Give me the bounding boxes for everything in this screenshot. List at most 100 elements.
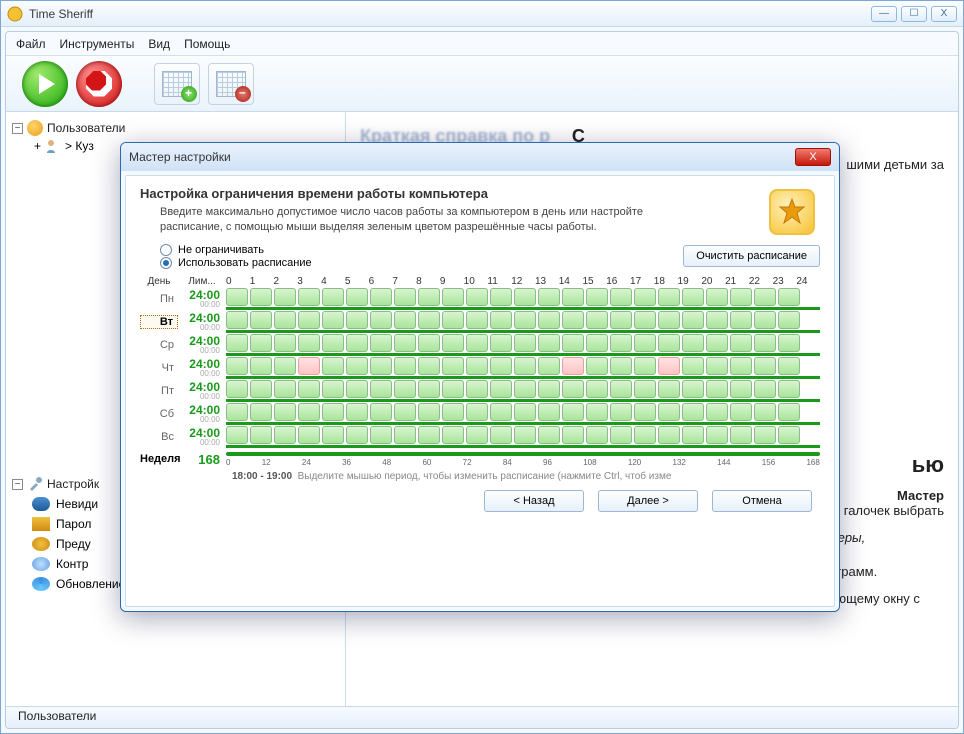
hour-cell[interactable] <box>394 334 416 352</box>
hour-cell[interactable] <box>514 334 536 352</box>
hour-cell[interactable] <box>634 403 656 421</box>
hour-cell[interactable] <box>586 311 608 329</box>
hour-cell[interactable] <box>514 380 536 398</box>
hour-cell[interactable] <box>226 380 248 398</box>
hour-cell[interactable] <box>370 334 392 352</box>
hour-cell[interactable] <box>610 334 632 352</box>
hour-cell[interactable] <box>346 288 368 306</box>
hour-cell[interactable] <box>730 403 752 421</box>
hour-cell[interactable] <box>274 311 296 329</box>
remove-schedule-button[interactable] <box>208 63 254 105</box>
hour-cell[interactable] <box>586 288 608 306</box>
hour-cell[interactable] <box>514 403 536 421</box>
hour-cell[interactable] <box>298 426 320 444</box>
hour-cell[interactable] <box>466 311 488 329</box>
hour-cell[interactable] <box>778 403 800 421</box>
hour-cell[interactable] <box>610 380 632 398</box>
hour-cell[interactable] <box>778 357 800 375</box>
hour-cell[interactable] <box>682 380 704 398</box>
hour-cell[interactable] <box>538 403 560 421</box>
hour-cell[interactable] <box>466 426 488 444</box>
radio-no-limit[interactable]: Не ограничивать <box>160 244 312 256</box>
hour-cell[interactable] <box>274 357 296 375</box>
hour-cell[interactable] <box>442 288 464 306</box>
day-name[interactable]: Пн <box>140 293 178 305</box>
hour-cell[interactable] <box>754 311 776 329</box>
hour-cell[interactable] <box>250 426 272 444</box>
hour-cell[interactable] <box>634 380 656 398</box>
hour-cell[interactable] <box>778 380 800 398</box>
hour-cell[interactable] <box>538 380 560 398</box>
hour-cell[interactable] <box>706 357 728 375</box>
add-schedule-button[interactable] <box>154 63 200 105</box>
hour-cell[interactable] <box>322 357 344 375</box>
hour-cell[interactable] <box>490 403 512 421</box>
hour-cell[interactable] <box>466 380 488 398</box>
hour-cell[interactable] <box>322 380 344 398</box>
hour-cell[interactable] <box>706 426 728 444</box>
hour-cell[interactable] <box>778 311 800 329</box>
hour-cell[interactable] <box>778 334 800 352</box>
hour-cell[interactable] <box>226 426 248 444</box>
hour-cell[interactable] <box>658 311 680 329</box>
hour-cell[interactable] <box>394 357 416 375</box>
hour-cell[interactable] <box>418 311 440 329</box>
hour-cell[interactable] <box>370 426 392 444</box>
hour-cell[interactable] <box>610 311 632 329</box>
hour-cell[interactable] <box>466 403 488 421</box>
hour-cell[interactable] <box>298 380 320 398</box>
hour-cell[interactable] <box>370 288 392 306</box>
hour-cell[interactable] <box>418 380 440 398</box>
day-limit[interactable]: 24:0000:00 <box>178 404 226 424</box>
hour-cell[interactable] <box>226 334 248 352</box>
hour-cell[interactable] <box>778 288 800 306</box>
radio-use-schedule[interactable]: Использовать расписание <box>160 257 312 269</box>
hour-cell[interactable] <box>274 380 296 398</box>
hour-cell[interactable] <box>250 403 272 421</box>
hour-cell[interactable] <box>490 380 512 398</box>
hour-cell[interactable] <box>322 403 344 421</box>
hour-cell[interactable] <box>322 334 344 352</box>
hour-cell[interactable] <box>394 311 416 329</box>
hour-cell[interactable] <box>538 426 560 444</box>
close-button[interactable]: X <box>931 6 957 22</box>
hour-cell[interactable] <box>682 334 704 352</box>
hour-cell[interactable] <box>754 334 776 352</box>
hour-cell[interactable] <box>730 334 752 352</box>
hour-cell[interactable] <box>418 403 440 421</box>
hour-cell[interactable] <box>274 288 296 306</box>
hour-cell[interactable] <box>490 334 512 352</box>
hour-cell[interactable] <box>370 357 392 375</box>
hour-cell[interactable] <box>418 357 440 375</box>
hour-cell[interactable] <box>730 380 752 398</box>
hour-cell[interactable] <box>610 403 632 421</box>
hour-cell[interactable] <box>586 380 608 398</box>
day-name[interactable]: Сб <box>140 408 178 420</box>
hour-cell[interactable] <box>226 357 248 375</box>
hour-cell[interactable] <box>322 311 344 329</box>
day-name[interactable]: Ср <box>140 339 178 351</box>
play-button[interactable] <box>22 61 68 107</box>
hour-cell[interactable] <box>730 357 752 375</box>
maximize-button[interactable]: ☐ <box>901 6 927 22</box>
hour-cell[interactable] <box>394 380 416 398</box>
hour-cell[interactable] <box>370 380 392 398</box>
hour-cell[interactable] <box>250 380 272 398</box>
hour-cell[interactable] <box>346 380 368 398</box>
hour-cell[interactable] <box>418 288 440 306</box>
hour-cell[interactable] <box>394 403 416 421</box>
hour-cell[interactable] <box>682 357 704 375</box>
hour-cell[interactable] <box>754 426 776 444</box>
hour-cell[interactable] <box>322 288 344 306</box>
hour-cell[interactable] <box>346 334 368 352</box>
hour-cell[interactable] <box>538 357 560 375</box>
hour-cell[interactable] <box>730 311 752 329</box>
hour-cell[interactable] <box>514 311 536 329</box>
hour-cell[interactable] <box>346 357 368 375</box>
hour-cell[interactable] <box>346 426 368 444</box>
hour-cell[interactable] <box>466 357 488 375</box>
menu-view[interactable]: Вид <box>148 37 170 51</box>
hour-cell[interactable] <box>394 426 416 444</box>
hour-cell[interactable] <box>226 403 248 421</box>
hour-cell[interactable] <box>586 334 608 352</box>
